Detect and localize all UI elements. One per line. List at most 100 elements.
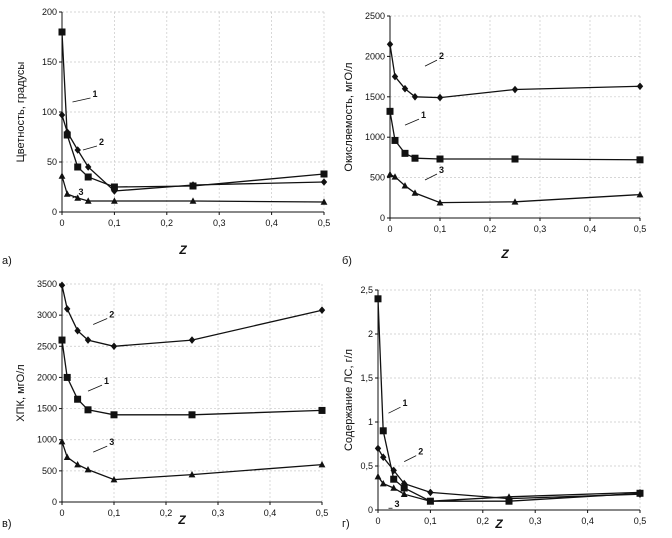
series-1: 1 bbox=[374, 295, 644, 505]
series-label: 3 bbox=[78, 187, 83, 197]
panel-label: в) bbox=[2, 518, 12, 530]
data-point bbox=[386, 107, 394, 115]
data-point bbox=[320, 198, 328, 205]
y-tick-label: 100 bbox=[42, 107, 57, 117]
series-2: 2 bbox=[386, 40, 644, 102]
x-tick-label: 0 bbox=[59, 508, 64, 518]
data-point bbox=[111, 197, 118, 204]
data-point bbox=[505, 493, 513, 500]
y-tick-label: 2000 bbox=[37, 372, 57, 382]
data-point bbox=[390, 466, 397, 475]
x-tick-label: 0,5 bbox=[316, 508, 329, 518]
data-point bbox=[386, 40, 394, 49]
series-label-leader bbox=[404, 455, 417, 462]
series-2: 2 bbox=[58, 281, 326, 351]
data-point bbox=[391, 136, 399, 144]
y-axis-label: ХПК, мгО/л bbox=[15, 364, 27, 421]
data-point bbox=[636, 488, 644, 496]
series-1: 1 bbox=[58, 28, 328, 191]
y-tick-label: 200 bbox=[42, 7, 57, 17]
y-tick-label: 2 bbox=[368, 329, 373, 339]
y-tick-label: 500 bbox=[42, 466, 57, 476]
x-axis-label: Z bbox=[178, 243, 187, 257]
data-point bbox=[379, 480, 387, 487]
y-tick-label: 0 bbox=[380, 213, 385, 223]
data-point bbox=[110, 475, 118, 483]
series-label: 3 bbox=[394, 499, 399, 509]
data-point bbox=[400, 490, 408, 497]
data-point bbox=[427, 497, 434, 504]
data-point bbox=[401, 149, 409, 157]
data-point bbox=[84, 466, 92, 473]
x-tick-label: 0,4 bbox=[264, 508, 277, 518]
data-point bbox=[110, 183, 118, 191]
series-1: 1 bbox=[386, 107, 644, 164]
y-tick-label: 1000 bbox=[365, 132, 385, 142]
y-tick-label: 2500 bbox=[37, 341, 57, 351]
x-tick-label: 0,1 bbox=[108, 218, 121, 228]
data-point bbox=[511, 155, 519, 163]
x-tick-label: 0,1 bbox=[434, 224, 447, 234]
x-tick-label: 0,2 bbox=[477, 516, 490, 526]
data-point bbox=[374, 444, 382, 453]
data-point bbox=[401, 182, 409, 189]
data-point bbox=[74, 461, 81, 468]
data-point bbox=[511, 198, 519, 205]
x-tick-label: 0 bbox=[59, 218, 64, 228]
series-label: 1 bbox=[402, 398, 407, 408]
data-point bbox=[401, 479, 408, 488]
data-point bbox=[64, 305, 71, 313]
y-tick-label: 0 bbox=[368, 505, 373, 515]
series-label: 1 bbox=[421, 110, 426, 120]
data-point bbox=[64, 128, 71, 136]
y-tick-label: 1,5 bbox=[360, 373, 373, 383]
data-point bbox=[374, 295, 382, 303]
data-point bbox=[111, 187, 118, 195]
x-tick-label: 0,5 bbox=[634, 516, 647, 526]
series-3: 3 bbox=[386, 165, 644, 206]
panel-label: г) bbox=[342, 518, 350, 530]
chart-panel-4: 0 0,5 1 1,5 2 2,5 0 0,1 0,2 0,3 0,4 0,5 Содержание Л… bbox=[342, 285, 646, 531]
y-tick-label: 1500 bbox=[365, 92, 385, 102]
data-point bbox=[380, 453, 387, 461]
x-tick-label: 0,3 bbox=[529, 516, 542, 526]
x-tick-label: 0,3 bbox=[534, 224, 547, 234]
data-point bbox=[318, 306, 326, 314]
data-point bbox=[110, 411, 118, 419]
data-point bbox=[58, 336, 66, 344]
series-label-leader bbox=[82, 145, 98, 151]
x-tick-label: 0,3 bbox=[212, 508, 225, 518]
x-tick-label: 0,2 bbox=[160, 508, 173, 518]
series-1: 1 bbox=[58, 336, 326, 419]
data-point bbox=[188, 336, 196, 344]
series-label-leader bbox=[72, 97, 91, 103]
series-label-leader bbox=[424, 59, 438, 67]
data-point bbox=[58, 111, 66, 119]
series-label: 2 bbox=[439, 51, 444, 61]
data-point bbox=[436, 199, 444, 206]
series-label: 2 bbox=[418, 447, 423, 457]
series-label-leader bbox=[93, 445, 108, 453]
y-tick-label: 1500 bbox=[37, 404, 57, 414]
series-3: 3 bbox=[58, 437, 326, 483]
series-3: 3 bbox=[58, 172, 328, 205]
series-label: 2 bbox=[99, 137, 104, 147]
data-point bbox=[189, 181, 197, 189]
x-tick-label: 0,2 bbox=[161, 218, 174, 228]
series-2: 2 bbox=[58, 111, 328, 195]
data-point bbox=[391, 72, 399, 81]
y-tick-label: 2500 bbox=[365, 11, 385, 21]
series-label-leader bbox=[72, 195, 77, 199]
data-point bbox=[636, 190, 644, 198]
data-point bbox=[390, 484, 398, 491]
x-tick-label: 0,5 bbox=[634, 224, 647, 234]
x-tick-label: 0,1 bbox=[424, 516, 437, 526]
data-point bbox=[636, 82, 644, 91]
data-point bbox=[84, 173, 92, 181]
data-point bbox=[436, 155, 444, 163]
x-axis-label: Z bbox=[177, 513, 186, 527]
data-point bbox=[379, 427, 387, 435]
series-label-leader bbox=[93, 318, 108, 325]
data-point bbox=[63, 453, 71, 460]
data-point bbox=[318, 461, 326, 468]
